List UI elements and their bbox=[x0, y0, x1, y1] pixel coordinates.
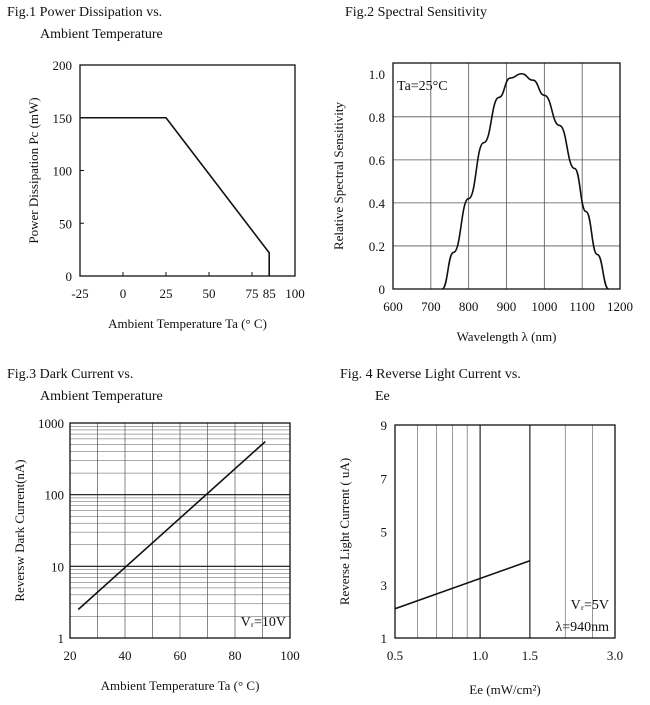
fig2-y-tick-label: 1.0 bbox=[369, 67, 385, 82]
fig1-x-tick-label: 100 bbox=[285, 286, 305, 301]
fig3-annotation: Vᵣ=10V bbox=[241, 615, 286, 630]
fig3-x-tick-label: 100 bbox=[280, 648, 300, 663]
fig2-y-tick-label: 0.2 bbox=[369, 239, 385, 254]
fig1-x-tick-label: -25 bbox=[71, 286, 88, 301]
fig3-y-tick-label: 1000 bbox=[38, 416, 64, 431]
fig4-x-tick-label: 0.5 bbox=[387, 648, 403, 663]
fig3-title: Fig.3 Dark Current vs. bbox=[7, 367, 134, 382]
fig4-annotation-wavelength: λ=940nm bbox=[555, 620, 609, 635]
fig1-y-tick-label: 0 bbox=[66, 269, 73, 284]
fig1-y-tick-label: 100 bbox=[53, 164, 73, 179]
fig2-y-tick-label: 0.6 bbox=[369, 153, 386, 168]
fig4-x-tick-label: 1.5 bbox=[522, 648, 538, 663]
fig4-plot-frame bbox=[394, 424, 616, 639]
fig3-x-tick-label: 60 bbox=[174, 648, 187, 663]
fig2-x-tick-label: 1100 bbox=[569, 299, 595, 314]
fig3-y-tick-label: 100 bbox=[45, 488, 65, 503]
fig2-y-tick-label: 0 bbox=[379, 282, 386, 297]
fig1-x-tick-label: 0 bbox=[120, 286, 127, 301]
fig3-plot-frame bbox=[69, 422, 291, 639]
fig4-title: Fig. 4 Reverse Light Current vs. bbox=[340, 367, 521, 382]
fig1-x-axis-label: Ambient Temperature Ta (° C) bbox=[108, 316, 267, 331]
fig2-x-tick-label: 1000 bbox=[531, 299, 557, 314]
fig2-title: Fig.2 Spectral Sensitivity bbox=[345, 5, 487, 20]
fig1-series-line bbox=[80, 116, 271, 276]
fig1-x-tick-label: 25 bbox=[160, 286, 173, 301]
fig4-annotation-voltage: Vᵣ=5V bbox=[571, 598, 609, 613]
fig2-x-tick-label: 600 bbox=[383, 299, 403, 314]
fig2-y-tick-label: 0.4 bbox=[369, 196, 386, 211]
fig4-y-tick-label: 1 bbox=[381, 631, 388, 646]
fig4-y-tick-label: 5 bbox=[381, 525, 388, 540]
fig2-x-tick-label: 1200 bbox=[607, 299, 633, 314]
fig4-y-tick-label: 3 bbox=[381, 578, 388, 593]
fig4-y-tick-label: 9 bbox=[381, 418, 388, 433]
fig3-x-tick-label: 20 bbox=[64, 648, 77, 663]
fig1-title: Fig.1 Power Dissipation vs. bbox=[7, 5, 163, 20]
fig4-x-tick-label: 3.0 bbox=[607, 648, 623, 663]
fig3-y-tick-label: 10 bbox=[51, 559, 64, 574]
fig1-y-tick-label: 50 bbox=[59, 216, 72, 231]
fig2-y-tick-label: 0.8 bbox=[369, 110, 385, 125]
fig2-plot-frame bbox=[392, 62, 621, 290]
fig2-series-curve bbox=[441, 72, 610, 290]
fig4-y-axis-label: Reverse Light Current ( uA) bbox=[337, 458, 352, 605]
fig4-y-tick-label: 7 bbox=[381, 471, 388, 486]
fig1-subtitle: Ambient Temperature bbox=[40, 27, 163, 42]
fig2-x-axis-label: Wavelength λ (nm) bbox=[457, 329, 557, 344]
fig1-x-tick-label: 85 bbox=[263, 286, 276, 301]
fig4-x-tick-label: 1.0 bbox=[472, 648, 488, 663]
fig3-y-axis-label: Reversw Dark Current(nA) bbox=[12, 459, 27, 601]
fig3-x-tick-label: 40 bbox=[119, 648, 132, 663]
fig2-x-tick-label: 700 bbox=[421, 299, 441, 314]
fig4-x-axis-label: Ee (mW/cm²) bbox=[469, 682, 540, 697]
fig3-x-axis-label: Ambient Temperature Ta (° C) bbox=[101, 678, 260, 693]
fig4-series-line bbox=[394, 560, 531, 610]
fig1-x-tick-label: 50 bbox=[203, 286, 216, 301]
fig3-y-tick-label: 1 bbox=[58, 631, 65, 646]
fig2-x-tick-label: 900 bbox=[497, 299, 517, 314]
fig1-y-axis-label: Power Dissipation Pc (mW) bbox=[26, 97, 41, 243]
fig3-x-tick-label: 80 bbox=[229, 648, 242, 663]
fig4-subtitle: Ee bbox=[375, 389, 390, 404]
fig2-x-tick-label: 800 bbox=[459, 299, 479, 314]
fig1-x-tick-label: 75 bbox=[246, 286, 259, 301]
fig3-subtitle: Ambient Temperature bbox=[40, 389, 163, 404]
fig2-y-axis-label: Relative Spectral Sensitivity bbox=[331, 101, 346, 250]
fig1-y-tick-label: 200 bbox=[53, 58, 73, 73]
fig2-annotation: Ta=25°C bbox=[397, 79, 448, 94]
fig3-series-line bbox=[77, 441, 266, 611]
fig1-y-tick-label: 150 bbox=[53, 111, 73, 126]
